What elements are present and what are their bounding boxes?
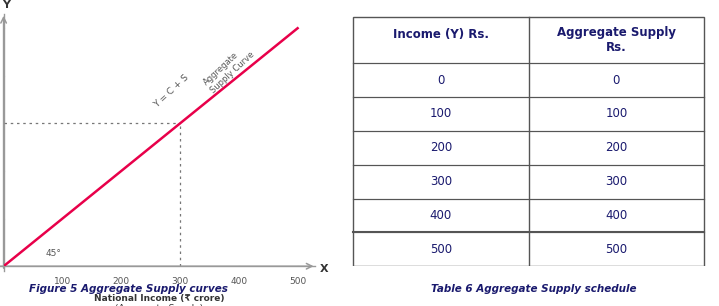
Text: Aggregate
Supply Curve: Aggregate Supply Curve (202, 42, 257, 95)
Text: 400: 400 (605, 209, 628, 222)
Text: 45°: 45° (46, 249, 62, 258)
Text: Table 6 Aggregate Supply schedule: Table 6 Aggregate Supply schedule (431, 284, 637, 294)
Text: 300: 300 (605, 175, 628, 188)
Text: Y = C + S: Y = C + S (152, 73, 190, 110)
Text: 100: 100 (430, 107, 452, 121)
Text: 200: 200 (113, 277, 129, 286)
Text: Income (Y) Rs.: Income (Y) Rs. (393, 28, 489, 41)
Text: (Aggregate Supply): (Aggregate Supply) (115, 304, 203, 306)
Text: 500: 500 (605, 243, 628, 256)
Text: Figure 5 Aggregate Supply curves: Figure 5 Aggregate Supply curves (29, 284, 228, 294)
Text: Aggregate Supply
Rs.: Aggregate Supply Rs. (557, 26, 676, 54)
Text: 200: 200 (430, 141, 452, 154)
Text: 300: 300 (430, 175, 452, 188)
Text: 200: 200 (605, 141, 628, 154)
Text: 100: 100 (54, 277, 71, 286)
Text: 300: 300 (171, 277, 188, 286)
Text: 500: 500 (430, 243, 452, 256)
Text: Y: Y (3, 0, 11, 10)
Text: National Income (₹ crore): National Income (₹ crore) (94, 294, 224, 303)
Text: 0: 0 (613, 73, 620, 87)
Text: 400: 400 (430, 209, 452, 222)
Text: 400: 400 (230, 277, 247, 286)
Text: 100: 100 (605, 107, 628, 121)
Text: X: X (320, 263, 329, 274)
Text: 500: 500 (289, 277, 306, 286)
Text: AS Curve: AS Curve (127, 0, 191, 2)
Text: 0: 0 (437, 73, 444, 87)
